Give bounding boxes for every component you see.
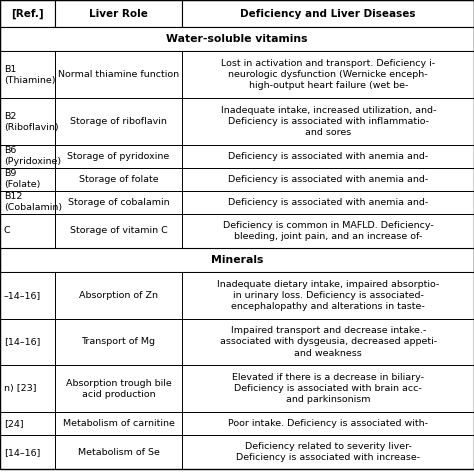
Text: Storage of vitamin C: Storage of vitamin C	[70, 226, 167, 235]
Bar	[55, 168, 182, 191]
Text: Lost in activation and transport. Deficiency i-
neurologic dysfunction (Wernicke: Lost in activation and transport. Defici…	[221, 59, 435, 91]
Bar	[55, 435, 182, 469]
Text: Metabolism of carnitine: Metabolism of carnitine	[63, 419, 174, 428]
Text: Poor intake. Deficiency is associated with-: Poor intake. Deficiency is associated wi…	[228, 419, 428, 428]
Text: Deficiency is associated with anemia and-: Deficiency is associated with anemia and…	[228, 175, 428, 184]
Text: Absorption of Zn: Absorption of Zn	[79, 291, 158, 300]
Bar	[0, 98, 55, 145]
Text: Normal thiamine function: Normal thiamine function	[58, 70, 179, 79]
Bar	[0, 51, 55, 98]
Text: B12
(Cobalamin): B12 (Cobalamin)	[4, 192, 62, 212]
Bar	[0, 435, 55, 469]
Bar	[0, 213, 55, 248]
Text: B2
(Riboflavin): B2 (Riboflavin)	[4, 111, 58, 132]
Text: Deficiency is associated with anemia and-: Deficiency is associated with anemia and…	[228, 152, 428, 161]
Bar	[55, 365, 182, 412]
Text: Deficiency is common in MAFLD. Deficiency-
bleeding, joint pain, and an increase: Deficiency is common in MAFLD. Deficienc…	[223, 220, 434, 241]
Bar	[182, 412, 474, 435]
Text: Minerals: Minerals	[211, 255, 263, 265]
Bar	[182, 435, 474, 469]
Bar	[182, 272, 474, 319]
Bar	[0, 365, 55, 412]
Bar	[182, 0, 474, 27]
Bar	[55, 191, 182, 213]
Bar	[0, 272, 55, 319]
Bar	[182, 168, 474, 191]
Text: B9
(Folate): B9 (Folate)	[4, 169, 40, 189]
Bar	[55, 98, 182, 145]
Bar	[182, 51, 474, 98]
Text: Storage of riboflavin: Storage of riboflavin	[70, 117, 167, 126]
Text: Inadequate dietary intake, impaired absorptio-
in urinary loss. Deficiency is as: Inadequate dietary intake, impaired abso…	[217, 280, 439, 311]
Bar	[0, 248, 474, 272]
Bar	[0, 319, 55, 365]
Text: [Ref.]: [Ref.]	[11, 9, 44, 19]
Text: n) [23]: n) [23]	[4, 384, 36, 393]
Text: Impaired transport and decrease intake.-
associated with dysgeusia, decreased ap: Impaired transport and decrease intake.-…	[219, 327, 437, 357]
Bar	[55, 319, 182, 365]
Bar	[182, 191, 474, 213]
Bar	[55, 213, 182, 248]
Bar	[182, 213, 474, 248]
Text: B6
(Pyridoxine): B6 (Pyridoxine)	[4, 146, 61, 166]
Text: Liver Role: Liver Role	[89, 9, 148, 18]
Text: Transport of Mg: Transport of Mg	[82, 337, 155, 346]
Bar	[55, 412, 182, 435]
Text: Deficiency related to severity liver-
Deficiency is associated with increase-: Deficiency related to severity liver- De…	[236, 442, 420, 462]
Bar	[55, 0, 182, 27]
Text: Storage of pyridoxine: Storage of pyridoxine	[67, 152, 170, 161]
Text: Deficiency and Liver Diseases: Deficiency and Liver Diseases	[240, 9, 416, 18]
Bar	[182, 98, 474, 145]
Text: Storage of folate: Storage of folate	[79, 175, 158, 184]
Bar	[0, 145, 55, 168]
Text: –14–16]: –14–16]	[4, 291, 41, 300]
Text: [14–16]: [14–16]	[4, 337, 40, 346]
Text: [14–16]: [14–16]	[4, 447, 40, 456]
Bar	[182, 319, 474, 365]
Bar	[0, 168, 55, 191]
Text: Storage of cobalamin: Storage of cobalamin	[68, 198, 169, 207]
Text: Metabolism of Se: Metabolism of Se	[78, 447, 159, 456]
Bar	[0, 27, 474, 51]
Bar	[0, 412, 55, 435]
Text: [24]: [24]	[4, 419, 23, 428]
Bar	[55, 51, 182, 98]
Text: C: C	[4, 226, 10, 235]
Text: Elevated if there is a decrease in biliary-
Deficiency is associated with brain : Elevated if there is a decrease in bilia…	[232, 373, 424, 404]
Text: Water-soluble vitamins: Water-soluble vitamins	[166, 35, 308, 45]
Bar	[0, 191, 55, 213]
Text: Deficiency is associated with anemia and-: Deficiency is associated with anemia and…	[228, 198, 428, 207]
Bar	[0, 0, 55, 27]
Bar	[55, 145, 182, 168]
Text: B1
(Thiamine): B1 (Thiamine)	[4, 65, 55, 85]
Bar	[182, 365, 474, 412]
Bar	[55, 272, 182, 319]
Text: Inadequate intake, increased utilization, and-
Deficiency is associated with inf: Inadequate intake, increased utilization…	[220, 106, 436, 137]
Text: Absorption trough bile
acid production: Absorption trough bile acid production	[65, 379, 172, 399]
Bar	[182, 145, 474, 168]
